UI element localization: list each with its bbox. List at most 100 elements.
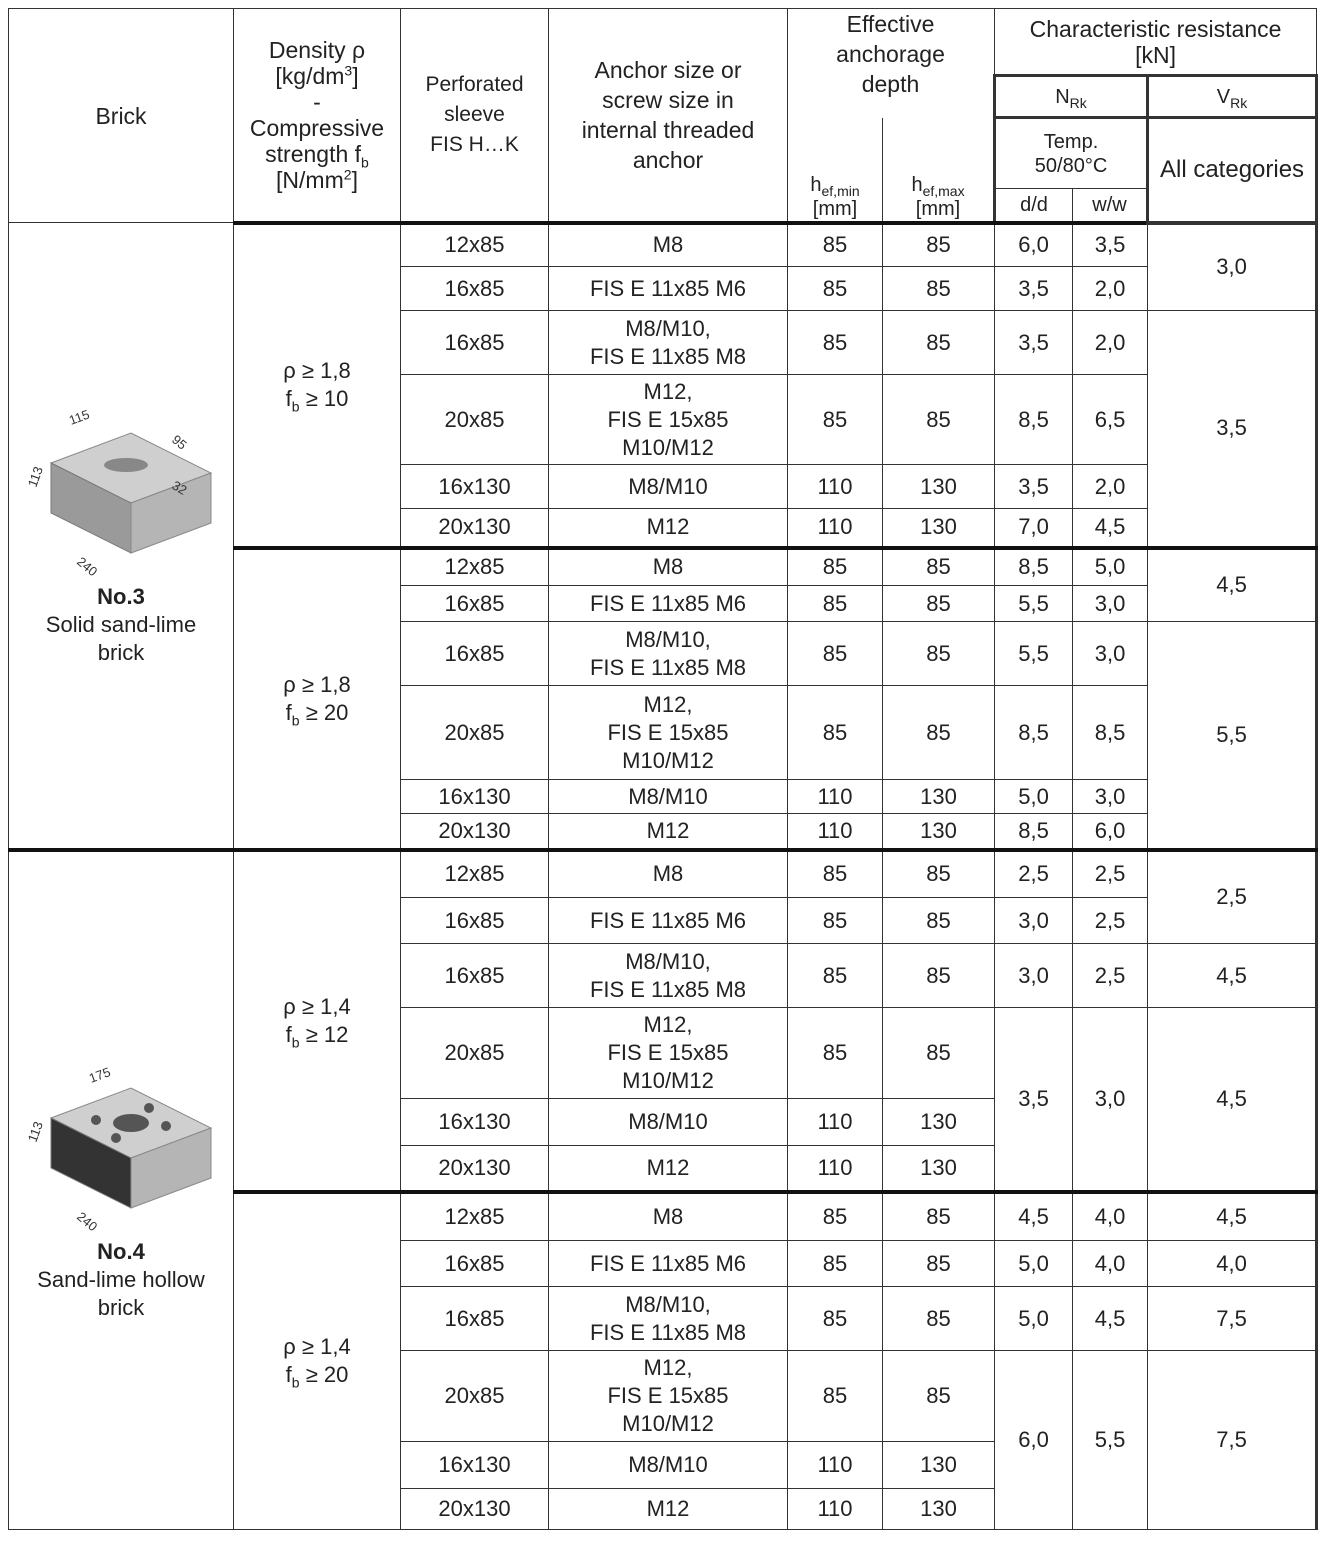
vrk-cell: 2,5 <box>1147 847 1319 944</box>
vrk-cell: 4,5 <box>1147 943 1319 1008</box>
header-text: h <box>810 173 822 196</box>
header-cell: All categories <box>1146 116 1319 225</box>
h-min-cell: 85 <box>787 621 883 686</box>
h-min-cell: 85 <box>787 1286 883 1351</box>
h-max-cell: 85 <box>881 266 996 311</box>
h-max-cell: 130 <box>881 1098 996 1146</box>
dd-cell: 5,0 <box>994 1286 1074 1351</box>
h-min-cell: 85 <box>787 1189 883 1241</box>
header-text: Anchor size or screw size in internal th… <box>581 56 755 173</box>
h-min-cell: 85 <box>787 266 883 311</box>
header-cell: hef,min [mm] <box>787 117 883 223</box>
header-row: d/d w/w <box>9 188 1317 225</box>
h-min-cell: 85 <box>787 847 883 898</box>
sleeve-cell: 20x130 <box>400 1488 549 1530</box>
h-min-cell: 85 <box>787 220 883 267</box>
dd-cell: 8,5 <box>994 685 1074 780</box>
strength-value: ≥ 20 <box>305 699 349 725</box>
header-row: hef,min [mm] hef,max [mm] Temp. 50/80°C Al… <box>9 116 1319 225</box>
brick-dimension: 32 <box>170 478 190 498</box>
anchor-cell: M8 <box>548 1189 788 1241</box>
anchor-cell: M8/M10 <box>548 1098 788 1146</box>
h-min-cell: 110 <box>787 1441 883 1489</box>
dd-cell: 3,0 <box>994 897 1074 944</box>
density-value: ρ ≥ 1,8 <box>283 358 351 383</box>
anchor-cell: M8/M10, FIS E 11x85 M8 <box>548 943 788 1008</box>
header-cell: Anchor size or screw size in internal th… <box>548 8 788 223</box>
table-row: 115 95 113 32 240 No.3 Solid sand-lime brick ρ … <box>8 220 1319 850</box>
dd-cell: 5,0 <box>994 779 1074 814</box>
header-text: All categories <box>1159 155 1305 183</box>
resistance-table: Brick Density ρ [kg/dm3] - Compressive stren… <box>8 8 1319 1530</box>
table-row: 20x85 M12, FIS E 15x85 M10/M12 85 85 8,5 6,5 <box>9 374 1317 465</box>
brick-dimension: 115 <box>67 407 92 428</box>
ww-cell: 2,5 <box>1072 847 1149 898</box>
anchor-cell: FIS E 11x85 M6 <box>548 266 788 311</box>
dd-cell: 8,5 <box>994 374 1074 465</box>
ww-cell: 3,0 <box>1072 585 1149 622</box>
brick-dimension: 113 <box>25 1120 46 1145</box>
anchor-cell: M8/M10 <box>548 779 788 814</box>
vrk-cell: 4,5 <box>1147 545 1319 622</box>
header-cell: hef,max [mm] <box>881 117 996 223</box>
h-max-cell: 85 <box>881 1350 996 1442</box>
sleeve-cell: 20x130 <box>400 1145 549 1192</box>
header-text: - <box>313 88 321 115</box>
table-header: Brick Density ρ [kg/dm3] - Compressive stren… <box>8 8 1319 225</box>
sleeve-cell: 16x130 <box>400 779 549 814</box>
table-row: 20x130 M12 110 130 <box>9 1488 1317 1530</box>
header-cell: w/w <box>1072 188 1149 225</box>
vrk-cell: 3,0 <box>1147 220 1319 311</box>
h-min-cell: 85 <box>787 943 883 1008</box>
header-text: Perforated sleeve FIS H…K <box>425 72 524 156</box>
h-max-cell: 130 <box>881 464 996 509</box>
dd-cell: 5,0 <box>994 1240 1074 1287</box>
header-cell: Brick <box>8 8 234 223</box>
sleeve-cell: 12x85 <box>400 847 549 898</box>
sleeve-cell: 12x85 <box>400 220 549 267</box>
header-text: V <box>1216 85 1231 108</box>
header-row: Brick Density ρ [kg/dm3] - Compressive stren… <box>8 8 1318 223</box>
sleeve-cell: 20x85 <box>400 1007 549 1099</box>
dd-cell: 5,5 <box>994 585 1074 622</box>
anchor-cell: FIS E 11x85 M6 <box>548 897 788 944</box>
density-value: ρ ≥ 1,8 <box>283 671 351 697</box>
ww-cell: 6,0 <box>1072 813 1149 850</box>
vrk-cell: 7,5 <box>1147 1350 1319 1530</box>
h-max-cell: 85 <box>881 585 996 622</box>
density-value: ρ ≥ 1,4 <box>283 993 351 1019</box>
header-cell: Perforated sleeve FIS H…K <box>400 8 549 223</box>
sleeve-cell: 20x130 <box>400 508 549 548</box>
h-max-cell: 85 <box>881 310 996 375</box>
h-min-cell: 85 <box>787 897 883 944</box>
brick-cell: 175 113 240 No.4 Sand-lime hollow brick <box>8 847 234 1530</box>
h-max-cell: 85 <box>881 685 996 780</box>
header-text: 3 <box>344 62 353 79</box>
header-text: Temp. 50/80°C <box>1034 130 1108 177</box>
h-min-cell: 85 <box>787 1240 883 1287</box>
table-row: 20x130 M12 110 130 8,5 6,0 <box>9 813 1317 850</box>
table-row: 16x130 M8/M10 110 130 5,0 3,0 <box>9 779 1317 814</box>
strength-value: ≥ 10 <box>305 386 349 411</box>
ww-cell: 4,0 <box>1072 1189 1149 1241</box>
sleeve-cell: 16x130 <box>400 464 549 509</box>
header-cell: Density ρ [kg/dm3] - Compressive strength fb… <box>233 8 401 223</box>
sleeve-cell: 16x85 <box>400 585 549 622</box>
h-max-cell: 85 <box>881 621 996 686</box>
header-cell: VRk <box>1146 74 1319 119</box>
header-text: [kg/dm <box>275 62 345 89</box>
strength-symbol: f <box>285 1362 292 1388</box>
brick-dimension: 240 <box>74 1209 100 1234</box>
strength-subscript: b <box>291 711 300 728</box>
header-text: b <box>361 154 369 171</box>
header-text: Effective anchorage depth <box>836 11 945 97</box>
dd-cell: 3,0 <box>994 943 1074 1008</box>
h-max-cell: 130 <box>881 813 996 850</box>
table-row: 20x85 M12, FIS E 15x85 M10/M12 85 85 3,5 3,0 4… <box>9 1007 1319 1192</box>
ww-cell: 6,5 <box>1072 374 1149 465</box>
anchor-cell: M8/M10 <box>548 464 788 509</box>
h-max-cell: 85 <box>881 943 996 1008</box>
header-text: 2 <box>343 166 352 183</box>
dd-cell: 7,0 <box>994 508 1074 548</box>
header-text: [N/mm <box>276 166 344 193</box>
